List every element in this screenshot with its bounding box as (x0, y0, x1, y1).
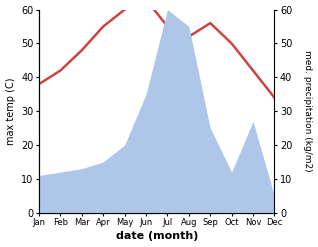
Y-axis label: med. precipitation (kg/m2): med. precipitation (kg/m2) (303, 50, 313, 172)
Y-axis label: max temp (C): max temp (C) (5, 77, 16, 145)
X-axis label: date (month): date (month) (115, 231, 198, 242)
